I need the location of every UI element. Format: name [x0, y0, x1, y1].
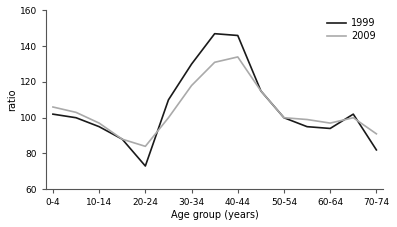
- 2009: [97, 122, 102, 124]
- 2009: [374, 133, 379, 135]
- 1999: [304, 125, 309, 128]
- 1999: [143, 165, 148, 167]
- 1999: [258, 89, 263, 92]
- 2009: [281, 116, 286, 119]
- Y-axis label: ratio: ratio: [7, 89, 17, 111]
- 2009: [120, 138, 125, 141]
- 1999: [351, 113, 356, 116]
- X-axis label: Age group (years): Age group (years): [171, 210, 258, 220]
- 1999: [97, 125, 102, 128]
- 1999: [235, 34, 240, 37]
- 2009: [166, 116, 171, 119]
- Line: 2009: 2009: [53, 57, 376, 146]
- 1999: [120, 138, 125, 141]
- 2009: [304, 118, 309, 121]
- Legend: 1999, 2009: 1999, 2009: [324, 15, 378, 44]
- 1999: [74, 116, 79, 119]
- 1999: [281, 116, 286, 119]
- 1999: [50, 113, 55, 116]
- 1999: [212, 32, 217, 35]
- 2009: [258, 89, 263, 92]
- 2009: [351, 116, 356, 119]
- Line: 1999: 1999: [53, 34, 376, 166]
- 1999: [374, 148, 379, 151]
- 2009: [328, 122, 333, 124]
- 2009: [143, 145, 148, 148]
- 2009: [189, 84, 194, 87]
- 2009: [235, 56, 240, 58]
- 2009: [50, 106, 55, 108]
- 2009: [74, 111, 79, 114]
- 1999: [166, 99, 171, 101]
- 1999: [189, 63, 194, 65]
- 1999: [328, 127, 333, 130]
- 2009: [212, 61, 217, 64]
